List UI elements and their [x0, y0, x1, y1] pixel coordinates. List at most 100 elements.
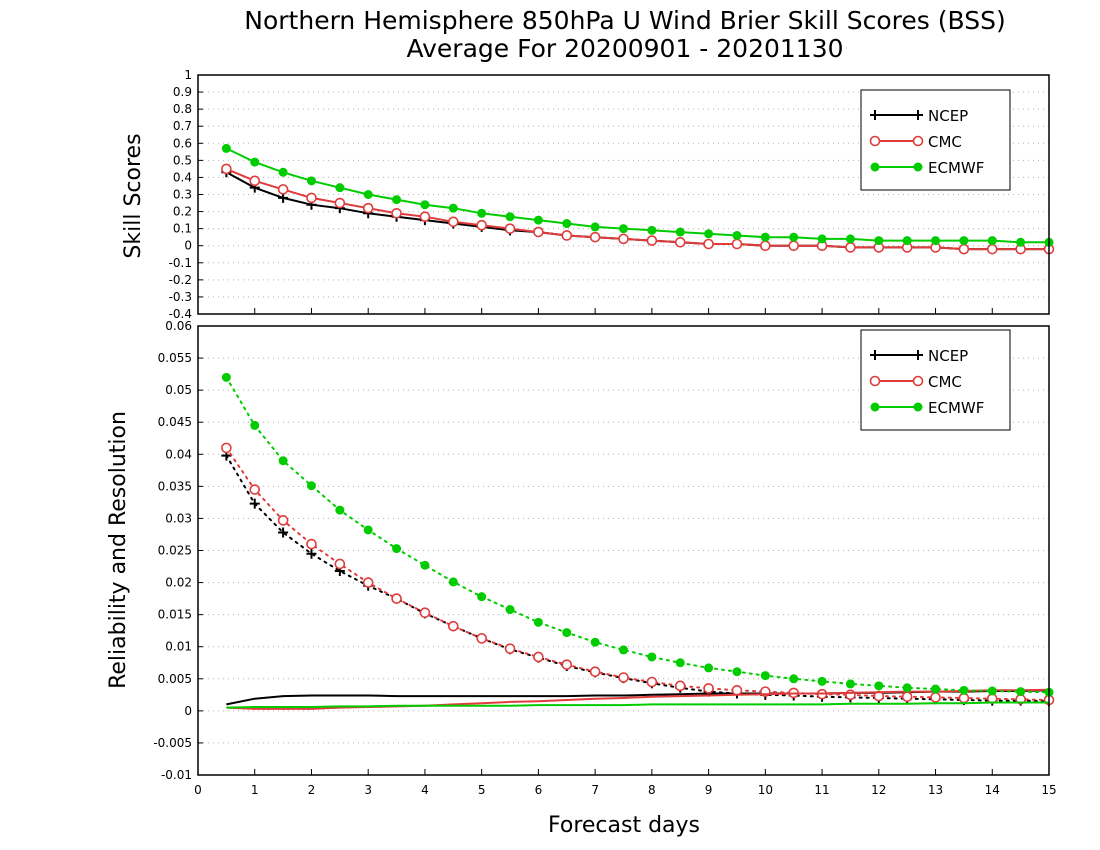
top-series-cmc-point	[334, 197, 346, 209]
bottom-series-ecmwf-resolution-point	[959, 685, 969, 695]
x-tick-label: 11	[814, 783, 829, 797]
bottom-series-cmc-resolution-point	[277, 515, 289, 526]
top-series-cmc-point	[589, 231, 601, 243]
top-series-cmc-point	[958, 243, 970, 255]
top-series-cmc-point	[447, 216, 459, 228]
top-series-cmc-point	[533, 226, 544, 238]
chart-title-line2: Average For 20200901 - 20201130	[406, 34, 843, 63]
bottom-series-ecmwf-resolution-point	[732, 667, 742, 677]
bottom-series-cmc-resolution-point	[618, 672, 629, 683]
bottom-legend-label-cmc: CMC	[928, 373, 962, 391]
bottom-series-ecmwf-resolution-point	[335, 505, 345, 515]
bottom-series-cmc-resolution-point	[533, 651, 544, 663]
bottom-legend-marker-cmc	[869, 375, 881, 387]
bottom-series-cmc-resolution-point	[362, 577, 374, 588]
top-series-ecmwf-point	[789, 232, 799, 242]
top-y-tick-label: 0.7	[173, 119, 192, 133]
bottom-series-cmc-resolution-point	[731, 685, 743, 696]
x-tick-label: 10	[758, 783, 773, 797]
bottom-series-ncep-resolution-point	[278, 527, 289, 538]
bottom-y-tick-label: 0.02	[165, 576, 192, 590]
top-y-tick-label: 0.4	[173, 170, 192, 184]
bottom-y-tick-label: 0.05	[165, 383, 192, 397]
bottom-y-tick-label: 0.035	[158, 479, 192, 493]
top-series-cmc-point	[674, 237, 686, 248]
top-y-tick-label: 0.1	[173, 222, 192, 236]
bottom-series-ncep-resolution-line	[225, 454, 1050, 703]
top-series-ecmwf-point	[590, 222, 600, 232]
bottom-series-ncep-resolution-point	[249, 498, 260, 509]
top-series-ecmwf-point	[448, 203, 458, 213]
bottom-series-cmc-resolution-point	[901, 691, 913, 703]
bottom-series-ecmwf-resolution-point	[931, 684, 941, 694]
bottom-y-tick-label: 0.06	[165, 319, 192, 333]
top-legend-marker-ecmwf	[913, 162, 923, 172]
top-series-cmc-point	[306, 192, 317, 204]
top-y-tick-label: -0.2	[169, 273, 192, 287]
top-legend-marker-cmc	[912, 135, 924, 147]
bottom-series-ecmwf-resolution-point	[845, 679, 855, 689]
bottom-series-cmc-resolution-point	[306, 538, 317, 550]
bottom-y-tick-label: 0.03	[165, 511, 192, 525]
top-series-ecmwf-point	[931, 236, 941, 246]
bottom-series-ecmwf-resolution-point	[448, 577, 458, 587]
top-series-cmc-point	[561, 230, 573, 241]
top-legend-label-ncep: NCEP	[928, 107, 968, 125]
top-legend-marker-cmc	[869, 135, 881, 147]
bottom-series-ecmwf-resolution-point	[250, 420, 260, 430]
top-y-axis-label: Skill Scores	[121, 133, 146, 258]
top-y-tick-label: 0.8	[173, 102, 192, 116]
top-series-ecmwf-point	[902, 236, 912, 246]
bottom-series-ecmwf-resolution-point	[420, 560, 430, 570]
bottom-series-cmc-resolution-point	[646, 676, 658, 688]
top-y-tick-label: -0.4	[169, 307, 192, 321]
x-tick-label: 6	[535, 783, 543, 797]
top-series-cmc-point	[476, 219, 487, 231]
top-series-cmc-point	[391, 207, 402, 219]
chart-title-line1: Northern Hemisphere 850hPa U Wind Brier …	[244, 6, 1005, 35]
top-series-ecmwf-point	[1016, 237, 1026, 247]
top-series-ecmwf-point	[959, 236, 969, 246]
top-series-cmc-point	[731, 238, 743, 250]
top-series-cmc-point	[646, 235, 658, 246]
top-series-ecmwf-point	[221, 143, 231, 153]
bottom-series-ecmwf-resolution-point	[760, 671, 770, 681]
top-legend-marker-ecmwf	[870, 162, 880, 172]
top-series-ecmwf-point	[420, 200, 430, 210]
top-series-ecmwf-point	[562, 219, 572, 229]
top-series-cmc-point	[362, 202, 374, 214]
top-series-cmc-point	[277, 184, 289, 195]
bottom-series-ecmwf-resolution-line	[225, 376, 1050, 694]
bottom-series-ecmwf-resolution-point	[675, 658, 685, 668]
bottom-legend-marker-ecmwf	[913, 402, 923, 412]
top-series-cmc-point	[986, 243, 998, 255]
top-series-ecmwf-point	[817, 234, 827, 244]
bottom-legend-label-ncep: NCEP	[928, 347, 968, 365]
bottom-series-cmc-resolution-point	[674, 680, 686, 692]
bottom-series-cmc-resolution-point	[589, 666, 601, 678]
bottom-series-ecmwf-resolution-point	[619, 645, 628, 655]
top-series-ecmwf-point	[505, 212, 515, 222]
x-tick-label: 13	[928, 783, 943, 797]
bottom-series-ecmwf-resolution-point	[278, 456, 288, 466]
top-y-tick-label: 0.6	[173, 136, 192, 150]
x-tick-label: 9	[705, 783, 713, 797]
top-y-tick-label: 1	[184, 68, 192, 82]
bottom-y-tick-label: 0.01	[165, 640, 192, 654]
top-series-ecmwf-point	[306, 176, 316, 186]
bottom-series-cmc-resolution-point	[845, 689, 856, 701]
bottom-y-tick-label: 0.045	[158, 415, 192, 429]
bottom-panel-reliability-resolution: -0.01 -0.005 0 0.005 0.01 0.015 0.02 0.025 0.03 0…	[153, 319, 1056, 797]
x-tick-label: 0	[194, 783, 202, 797]
top-y-tick-label: 0.9	[173, 85, 192, 99]
bottom-series-cmc-resolution-point	[419, 607, 431, 619]
x-tick-label: 2	[308, 783, 316, 797]
top-legend-marker-ncep	[870, 110, 880, 120]
bottom-series-ecmwf-resolution-point	[987, 686, 997, 696]
x-tick-label: 12	[871, 783, 886, 797]
top-series-cmc-point	[845, 242, 856, 253]
x-tick-label: 1	[251, 783, 259, 797]
x-tick-label: 5	[478, 783, 486, 797]
bottom-series-ecmwf-resolution-point	[647, 652, 657, 662]
bottom-y-tick-label: 0.005	[158, 672, 192, 686]
